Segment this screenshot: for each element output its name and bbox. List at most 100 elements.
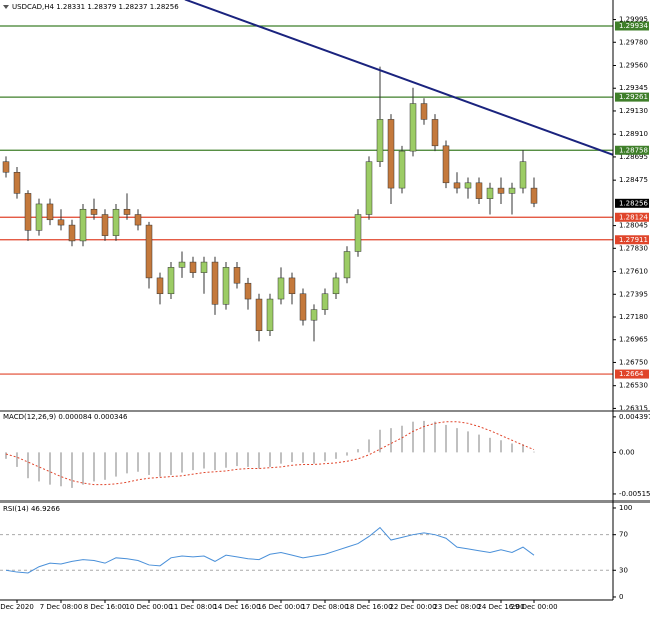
x-tick-label: 14 Dec 16:00	[213, 603, 260, 611]
candle-body	[332, 277, 340, 295]
candle-body	[365, 161, 373, 215]
y-tick-label: 70	[619, 531, 628, 539]
macd-bar	[236, 452, 238, 467]
candle-body	[475, 182, 483, 199]
y-tick-label: 1.26530	[619, 382, 648, 390]
candle-body	[145, 224, 153, 279]
candle-body	[519, 161, 527, 189]
candle-body	[288, 277, 296, 295]
x-tick-label: 11 Dec 08:00	[169, 603, 216, 611]
level-label: 1.2664	[619, 370, 644, 378]
macd-bar	[137, 452, 139, 472]
y-tick-label: 1.26965	[619, 336, 648, 344]
macd-bar	[291, 452, 293, 463]
candle-body	[431, 119, 439, 147]
candle-body	[68, 224, 76, 242]
y-tick-label: 1.28910	[619, 130, 648, 138]
macd-bar	[71, 452, 73, 488]
macd-bar	[280, 452, 282, 464]
macd-bar	[478, 434, 480, 453]
candle-body	[35, 203, 43, 231]
y-tick-label: 1.26315	[619, 404, 648, 412]
candle-body	[497, 187, 505, 194]
macd-bar	[93, 452, 95, 482]
candle-body	[321, 293, 329, 310]
candle-body	[112, 208, 120, 236]
candle-body	[255, 298, 263, 331]
candle-body	[134, 214, 142, 226]
x-tick-label: 7 Dec 08:00	[40, 603, 83, 611]
last-price-label: 1.28256	[619, 199, 648, 207]
level-label: 1.28124	[619, 213, 648, 221]
candle-body	[46, 203, 54, 221]
candle-body	[442, 145, 450, 184]
y-tick-label: 1.26750	[619, 358, 648, 366]
level-label-box	[615, 235, 649, 245]
signal-line	[5, 421, 535, 486]
candle-body	[420, 103, 428, 120]
macd-bar	[38, 452, 40, 482]
macd-bar	[104, 452, 106, 480]
macd-bar	[533, 451, 535, 453]
candle-body	[508, 187, 516, 194]
level-label: 1.27911	[619, 236, 648, 244]
macd-bar	[159, 452, 161, 477]
level-label-box	[615, 212, 649, 222]
macd-bar	[203, 452, 205, 469]
candle-body	[387, 119, 395, 189]
y-tick-label: 100	[619, 504, 632, 512]
candle-body	[310, 309, 318, 321]
candle-body	[266, 298, 274, 331]
x-tick-label: 24 Dec 16:00	[477, 603, 524, 611]
macd-title: MACD(12,26,9) 0.000084 0.000346	[3, 413, 128, 421]
candle-body	[299, 293, 307, 321]
y-tick-label: 1.28695	[619, 153, 648, 161]
candle-body	[464, 182, 472, 189]
candle-body	[486, 187, 494, 199]
candle-body	[409, 103, 417, 152]
candle-body	[2, 161, 10, 173]
candle-body	[178, 261, 186, 268]
candle-body	[376, 119, 384, 162]
level-label-box	[615, 92, 649, 102]
macd-bar	[401, 425, 403, 453]
candle-body	[398, 150, 406, 189]
y-tick-label: 1.29560	[619, 62, 648, 70]
macd-bar	[170, 452, 172, 475]
level-label-box	[615, 145, 649, 155]
macd-bar	[258, 452, 260, 469]
macd-bar	[467, 431, 469, 453]
macd-bar	[126, 452, 128, 474]
macd-bar	[511, 443, 513, 453]
y-tick-label: 1.27830	[619, 244, 648, 252]
macd-bar	[324, 452, 326, 462]
candle-body	[343, 251, 351, 279]
macd-bar	[148, 452, 150, 475]
macd-bar	[27, 452, 29, 479]
macd-bar	[181, 452, 183, 473]
candle-body	[453, 182, 461, 189]
candle-body	[57, 219, 65, 226]
macd-bar	[214, 452, 216, 471]
y-tick-label: 1.27180	[619, 313, 648, 321]
x-tick-label: 16 Dec 00:00	[257, 603, 304, 611]
candle-body	[156, 277, 164, 295]
chart-title: USDCAD,H4 1.28331 1.28379 1.28237 1.2825…	[12, 3, 179, 11]
macd-bar	[335, 452, 337, 459]
macd-bar	[445, 424, 447, 453]
macd-bar	[82, 452, 84, 485]
candle-body	[101, 214, 109, 236]
candle-body	[530, 187, 538, 204]
macd-bar	[456, 428, 458, 453]
macd-bar	[16, 452, 18, 467]
panel-separator	[0, 410, 650, 412]
macd-bar	[225, 452, 227, 468]
macd-bar	[247, 452, 249, 467]
macd-bar	[412, 421, 414, 453]
y-tick-label: 1.28475	[619, 176, 648, 184]
macd-bar	[192, 452, 194, 471]
macd-bar	[115, 452, 117, 477]
macd-bar	[368, 439, 370, 453]
panel-separator	[0, 500, 650, 503]
